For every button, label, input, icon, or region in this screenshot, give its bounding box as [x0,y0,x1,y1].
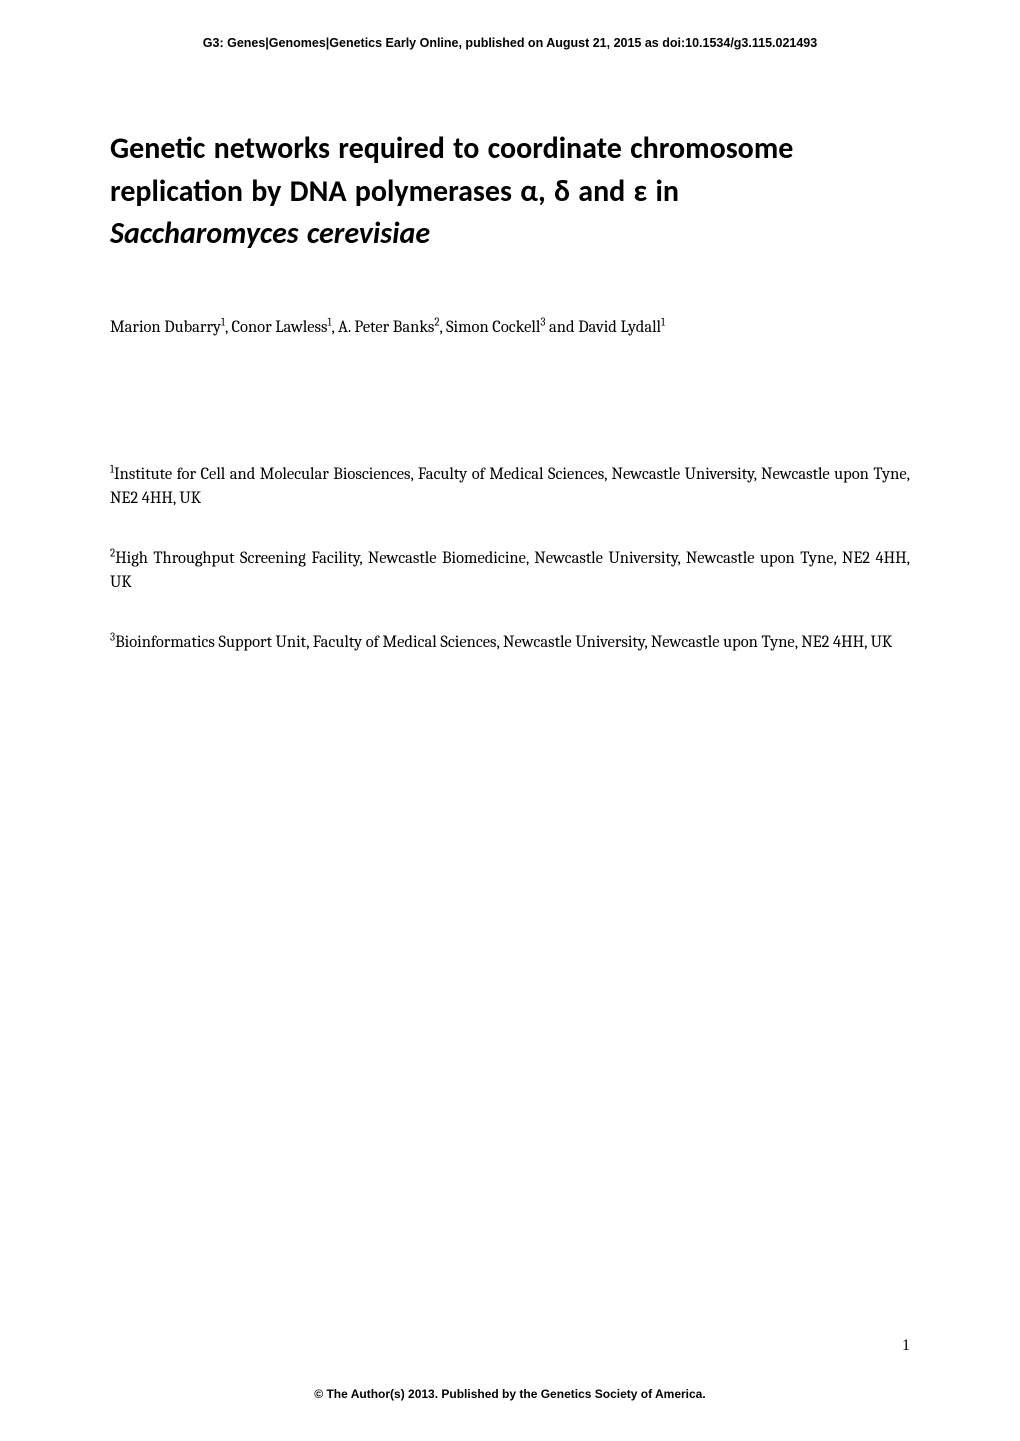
article-title: Genetic networks required to coordinate … [110,128,910,256]
affiliation-3-text: Bioinformatics Support Unit, Faculty of … [115,633,892,652]
author-2: Conor Lawless [231,318,327,337]
title-line-3: Saccharomyces cerevisiae [110,215,430,252]
affiliation-1: 1Institute for Cell and Molecular Biosci… [110,463,910,511]
author-4: Simon Cockell [446,318,540,337]
page-number: 1 [902,1337,910,1355]
running-header: G3: Genes|Genomes|Genetics Early Online,… [110,36,910,50]
author-3: A. Peter Banks [338,318,434,337]
author-5-sup: 1 [661,315,665,328]
affiliation-2-text: High Throughput Screening Facility, Newc… [110,549,910,592]
title-line-2: replication by DNA polymerases α, δ and … [110,173,679,210]
title-line-1: Genetic networks required to coordinate … [110,130,793,167]
author-1: Marion Dubarry [110,318,221,337]
author-sep-4: and [545,318,578,337]
affiliation-2: 2High Throughput Screening Facility, New… [110,547,910,595]
copyright-footer: © The Author(s) 2013. Published by the G… [0,1387,1020,1401]
author-5: David Lydall [578,318,661,337]
affiliation-3: 3Bioinformatics Support Unit, Faculty of… [110,631,910,655]
page-container: G3: Genes|Genomes|Genetics Early Online,… [0,0,1020,1441]
affiliation-1-text: Institute for Cell and Molecular Bioscie… [110,465,910,508]
author-list: Marion Dubarry1, Conor Lawless1, A. Pete… [110,316,910,339]
